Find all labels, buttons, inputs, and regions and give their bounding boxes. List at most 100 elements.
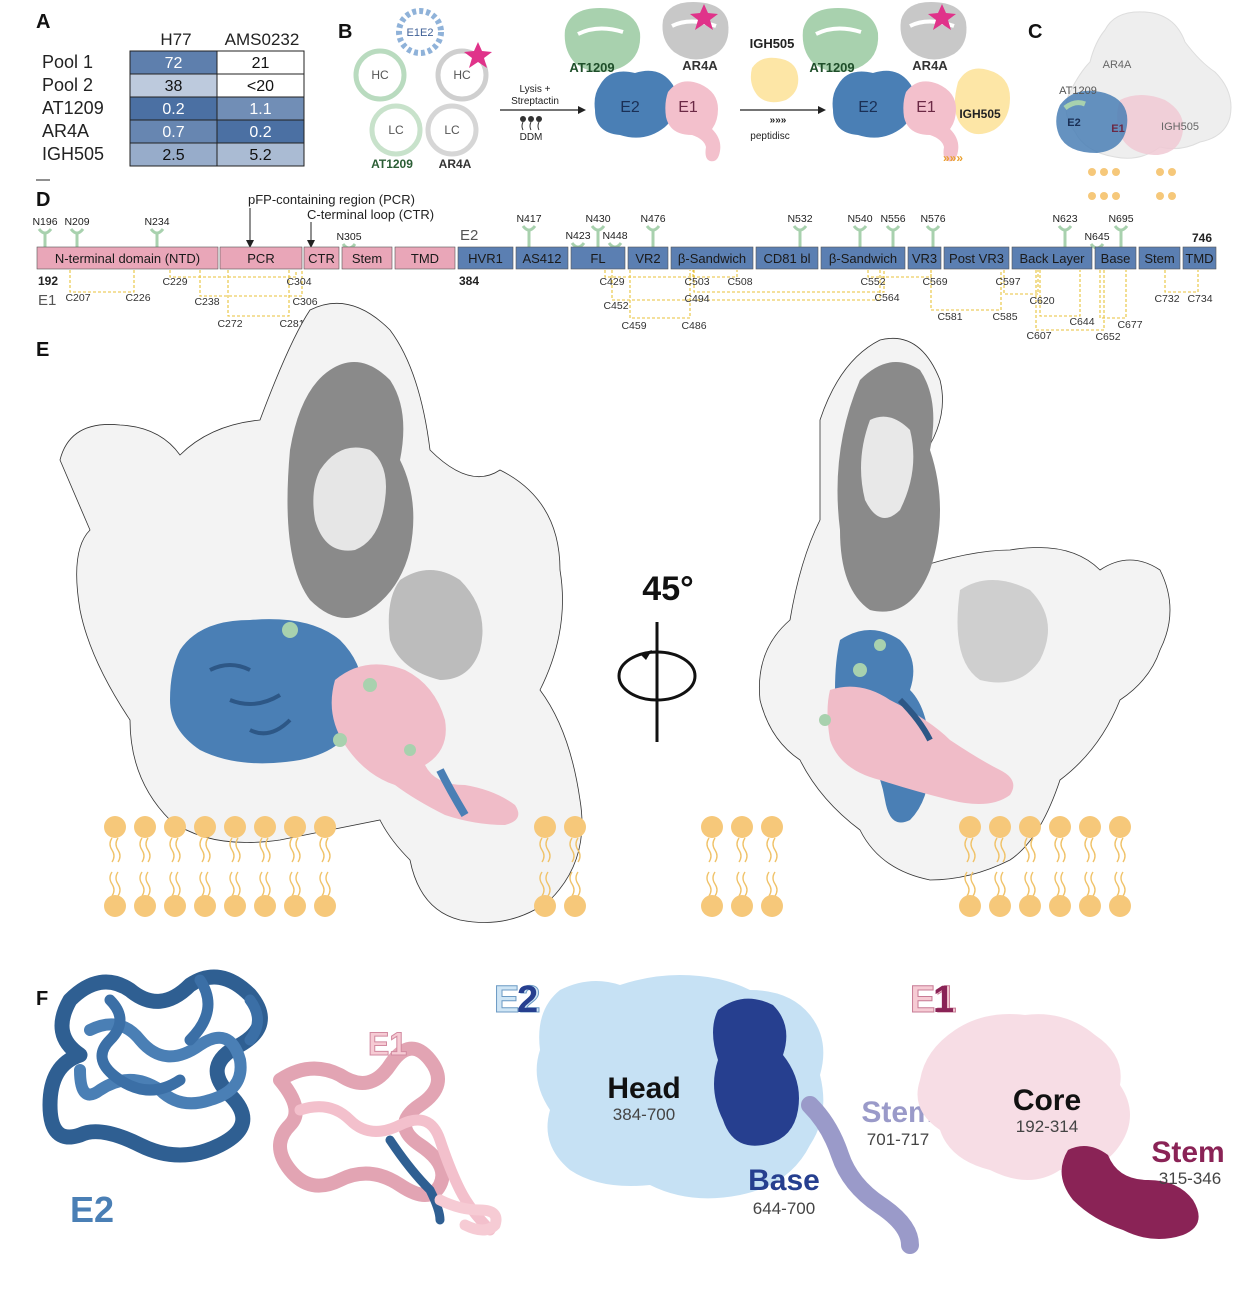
lipid-head-bottom [701, 895, 723, 917]
lipid-tail-bottom [706, 871, 718, 897]
ddm-label: DDM [520, 132, 543, 143]
lipid-tail-bottom [569, 871, 581, 897]
at1209-fab-label: AT1209 [569, 60, 614, 75]
lipid-head-bottom [564, 895, 586, 917]
lipid-tail-bottom [1114, 871, 1126, 897]
lipid-head-bottom [1079, 895, 1101, 917]
panel-letter-c: C [1028, 21, 1042, 43]
domain-label: CD81 bl [764, 251, 811, 266]
lipid-head-top [1049, 816, 1071, 838]
glycan-icon [149, 228, 165, 235]
glycan-icon [1113, 225, 1129, 232]
lipid-tail-bottom [1024, 871, 1036, 897]
domain-label: AS412 [522, 251, 561, 266]
domain-block [907, 246, 942, 270]
at1209-fab-label-2: AT1209 [809, 60, 854, 75]
cysteine-label: C281 [279, 318, 304, 330]
table-row-label: Pool 2 [42, 75, 93, 95]
e2-base-shape [713, 998, 799, 1146]
glycan-sites: N196 N209 N234 N305 N417 N423 N430 N448 N476 N532… [32, 213, 1134, 250]
glycan-icon [645, 225, 661, 232]
cysteine-label: C585 [992, 311, 1017, 323]
igh505-label-b: IGH505 [750, 36, 795, 51]
cysteine-label: C607 [1026, 330, 1051, 342]
glycan-icon [570, 242, 586, 249]
domain-block [515, 246, 569, 270]
cysteine-label: C597 [995, 276, 1020, 288]
glycan-icon [590, 225, 606, 232]
lipid-head-bottom [1019, 895, 1041, 917]
domain-label: VR2 [635, 251, 660, 266]
glycan-label: N695 [1108, 213, 1133, 225]
peptidisc-chevrons-icon-2: »»» [943, 151, 963, 165]
lipid-head-top [134, 816, 156, 838]
membrane-right [701, 816, 1131, 917]
ar4a-caption: AR4A [439, 157, 472, 171]
e1-label-b1: E1 [678, 99, 698, 116]
e1-core-shape [917, 1014, 1130, 1180]
streptactin-label: Streptactin [511, 96, 559, 107]
lc-grey-label: LC [444, 123, 460, 137]
lipid-head-bottom [254, 895, 276, 917]
lc-grey-ring-icon [425, 103, 479, 157]
at1209-caption: AT1209 [371, 157, 413, 171]
glycan-label: N556 [880, 213, 905, 225]
lipid-tail-top [766, 837, 778, 863]
complex-1: AT1209 AR4A E2 E1 [564, 2, 729, 162]
glycan-label: N423 [565, 230, 590, 242]
lipid-tail-bottom [736, 871, 748, 897]
ar4a-label-c: AR4A [1103, 59, 1132, 71]
lc-green-ring-icon [369, 103, 423, 157]
glycan-label: N430 [585, 213, 610, 225]
e2-stem-shape [801, 1096, 919, 1254]
domain-label: Back Layer [1019, 251, 1085, 266]
lipid-head-top [284, 816, 306, 838]
hc-green-ring-icon [353, 48, 407, 102]
panel-letter-f: F [36, 988, 48, 1010]
domain-label: Stem [1144, 251, 1174, 266]
glycan-icon [607, 242, 623, 249]
cysteine-label: C652 [1095, 331, 1120, 343]
complex-2: AT1209 AR4A IGH505 E2 E1 »»» [802, 2, 1010, 165]
domain-block [1094, 246, 1137, 270]
domain-label: FL [590, 251, 605, 266]
cysteine-label: C581 [937, 311, 962, 323]
lipid-tail-bottom [199, 871, 211, 897]
table-cell-value: 2.5 [162, 147, 184, 164]
lipid-tail-bottom [109, 871, 121, 897]
lipid-head-bottom [959, 895, 981, 917]
e2-start-residue: 384 [459, 274, 479, 288]
domain-block [1011, 246, 1093, 270]
lipid-tail-top [706, 837, 718, 863]
ctr-annotation: C-terminal loop (CTR) [307, 207, 434, 222]
lipid-head-bottom [761, 895, 783, 917]
lipid-head-bottom [164, 895, 186, 917]
lipid-head-top [761, 816, 783, 838]
table-row-label: IGH505 [42, 144, 104, 164]
table-col-h77: H77 [160, 30, 191, 49]
lipid-head-bottom [731, 895, 753, 917]
lipid-head-top [164, 816, 186, 838]
core-range: 192-314 [1016, 1117, 1078, 1136]
e1-title-left: E1 [368, 1026, 407, 1062]
e2-title: E2 [494, 979, 540, 1021]
lipid-tail-bottom [994, 871, 1006, 897]
domain-block [457, 246, 514, 270]
domain-block [1138, 246, 1181, 270]
panel-a: A H77 AMS0232 Pool 1 72 21 Pool 2 38 <20 AT120… [36, 11, 305, 181]
igh505-label-b2: IGH505 [959, 107, 1001, 121]
cysteine-label: C494 [684, 293, 709, 305]
lipid-head-top [701, 816, 723, 838]
e1-label-c: E1 [1111, 123, 1124, 135]
cysteine-label: C486 [681, 320, 706, 332]
table-col-ams0232: AMS0232 [225, 30, 300, 49]
glycan-icon [792, 225, 808, 232]
neutralization-table: Pool 1 72 21 Pool 2 38 <20 AT1209 0.2 1.1 AR4A 0.7… [42, 50, 305, 167]
cysteine-labels: C207 C226 C229 C238 C272 C281 C304 C306 C429 C452… [65, 276, 1212, 343]
glycan-label: N209 [64, 216, 89, 228]
lipid-head-top [564, 816, 586, 838]
e2-stem-range: 701-717 [867, 1130, 929, 1149]
lipid-tail-top [736, 837, 748, 863]
lipid-tail-top [994, 837, 1006, 863]
